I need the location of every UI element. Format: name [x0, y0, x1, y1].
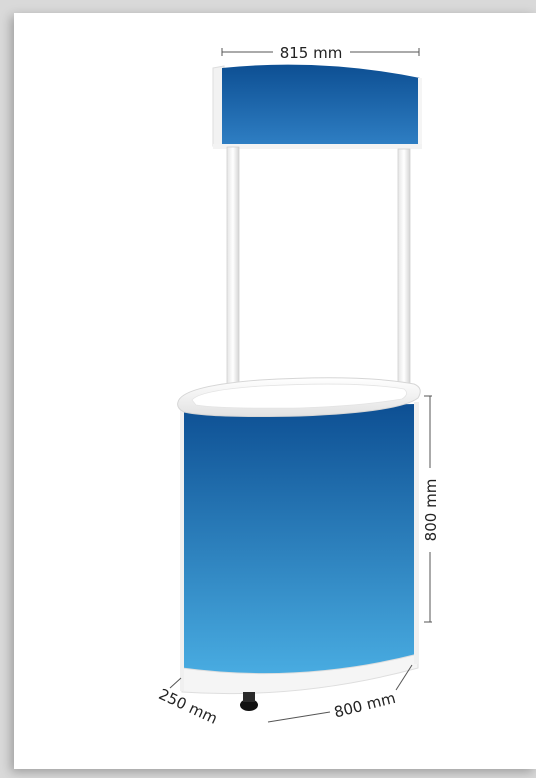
support-poles: [226, 146, 411, 403]
right-pole: [397, 148, 411, 388]
dimension-counter-height: [424, 395, 432, 623]
header-width-label: 815 mm: [280, 44, 343, 62]
header-banner: [212, 64, 422, 149]
counter-width-label: 800 mm: [332, 689, 397, 722]
header-frame-bottom: [213, 144, 422, 149]
counter-panel: [183, 404, 416, 681]
dimension-counter-width: [267, 664, 413, 723]
counter-height-label: 800 mm: [422, 479, 440, 542]
counter-left-edge: [180, 408, 184, 691]
header-frame-right: [418, 78, 422, 147]
counter-body: [177, 377, 421, 711]
dimension-counter-depth: [169, 677, 182, 689]
counter-right-edge: [414, 402, 419, 664]
dimension-header-width: [221, 48, 420, 56]
counter-tray-inner: [191, 383, 407, 409]
left-pole: [226, 146, 240, 403]
caster-mount: [243, 692, 255, 702]
header-panel: [222, 64, 420, 146]
